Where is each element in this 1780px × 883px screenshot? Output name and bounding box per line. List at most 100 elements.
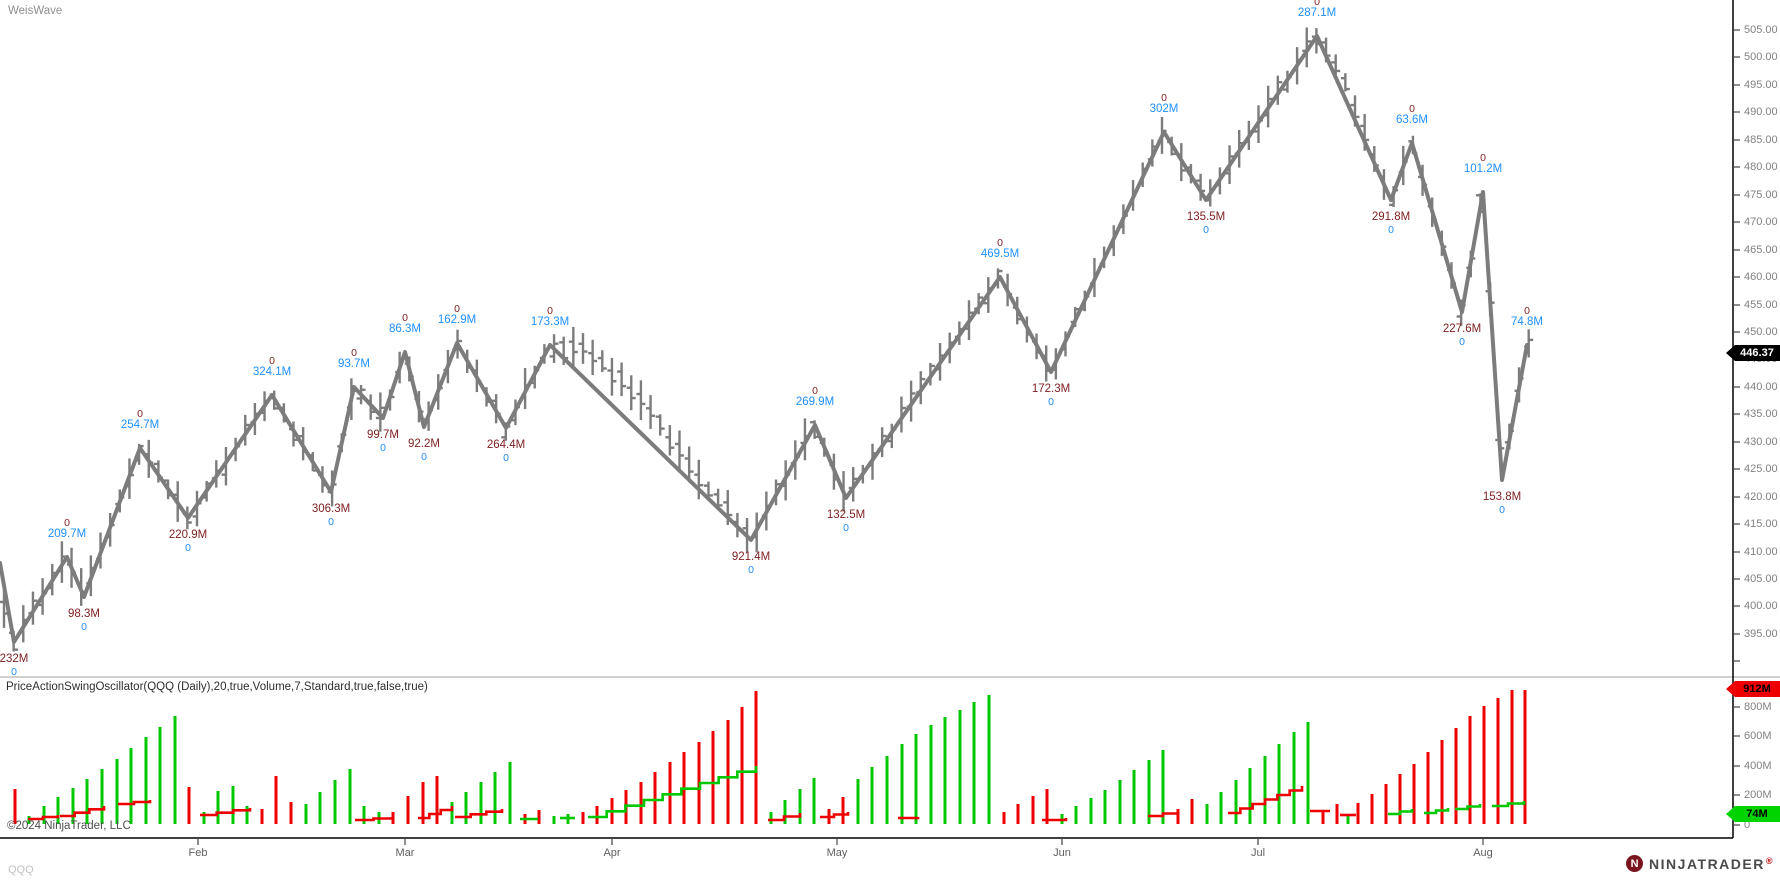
weiswave-zigzag-line [0,34,1529,644]
swing-low-counter: 0 [11,666,17,678]
swing-low-counter: 0 [1388,224,1394,236]
swing-low-volume-label: 227.6M [1442,323,1482,335]
swing-low-counter: 0 [748,564,754,576]
oscillator-step-lines [28,766,1526,822]
month-label-jun: Jun [1053,847,1071,859]
oscillator-axis-label: 800M [1744,700,1772,713]
price-axis-label: 415.00 [1744,517,1778,530]
swing-high-counter: 0 [64,517,70,529]
price-axis-label: 400.00 [1744,599,1778,612]
price-axis-label: 440.00 [1744,380,1778,393]
ninjatrader-logo-icon: N [1626,855,1644,872]
swing-high-volume-label: 469.5M [980,248,1020,260]
swing-high-volume-label: 162.9M [437,314,477,326]
swing-high-volume-label: 93.7M [338,358,370,370]
swing-high-volume-label: 324.1M [252,366,292,378]
swing-high-counter: 0 [1409,103,1415,115]
swing-low-counter: 0 [1499,504,1505,516]
oscillator-axis-label: 600M [1744,729,1772,742]
swing-low-counter: 0 [1459,336,1465,348]
swing-low-counter: 0 [328,516,334,528]
price-axis-label: 425.00 [1744,462,1778,475]
price-axis-label: 460.00 [1744,270,1778,283]
month-label-apr: Apr [603,847,621,859]
swing-high-counter: 0 [1161,92,1167,104]
ninjatrader-logo: N NINJATRADER® [1626,855,1774,872]
swing-high-volume-label: 101.2M [1463,163,1503,175]
price-axis-label: 395.00 [1744,627,1778,640]
swing-high-counter: 0 [547,305,553,317]
swing-high-volume-label: 287.1M [1297,7,1337,19]
weiswave-indicator-label: WeisWave [8,5,63,17]
registered-mark: ® [1765,855,1774,866]
swing-low-counter: 0 [1203,224,1209,236]
oscillator-axis-label: 200M [1744,788,1772,801]
price-axis-label: 480.00 [1744,160,1778,173]
swing-low-volume-label: 232M [0,653,29,665]
swing-low-volume-label: 153.8M [1482,491,1522,503]
month-label-jul: Jul [1250,847,1266,859]
swing-high-counter: 0 [402,312,408,324]
swing-high-volume-label: 254.7M [120,419,160,431]
swing-low-volume-label: 132.5M [826,509,866,521]
price-axis-label: 495.00 [1744,78,1778,91]
swing-low-counter: 0 [185,542,191,554]
swing-high-volume-label: 173.3M [530,316,570,328]
swing-low-volume-label: 291.8M [1371,211,1411,223]
swing-low-volume-label: 264.4M [486,439,526,451]
swing-high-counter: 0 [454,303,460,315]
swing-low-volume-label: 135.5M [1186,211,1226,223]
swing-low-volume-label: 98.3M [68,608,100,620]
swing-low-counter: 0 [503,452,509,464]
price-axis-label: 470.00 [1744,215,1778,228]
swing-low-counter: 0 [380,442,386,454]
swing-low-volume-label: 99.7M [367,429,399,441]
price-axis-label: 450.00 [1744,325,1778,338]
price-axis-label: 405.00 [1744,572,1778,585]
price-axis-label: 420.00 [1744,490,1778,503]
swing-high-volume-label: 63.6M [1396,114,1428,126]
price-axis-label: 410.00 [1744,545,1778,558]
oscillator-bars [13,690,1527,824]
swing-low-volume-label: 220.9M [168,529,208,541]
oscillator-axis-label: 400M [1744,759,1772,772]
swing-high-counter: 0 [1314,0,1320,8]
swing-high-volume-label: 209.7M [47,528,87,540]
oscillator-marker-74m: 74M [1726,806,1780,822]
month-label-feb: Feb [188,847,208,859]
swing-high-counter: 0 [1480,152,1486,164]
oscillator-indicator-label: PriceActionSwingOscillator(QQQ (Daily),2… [6,681,428,693]
swing-low-counter: 0 [421,451,427,463]
oscillator-axis-label: 0 [1744,818,1751,831]
copyright-label: ©2024 NinjaTrader, LLC [7,820,131,832]
price-axis-label: 500.00 [1744,50,1778,63]
price-axis-label: 475.00 [1744,188,1778,201]
instrument-watermark: QQQ [8,864,34,876]
month-label-may: May [826,847,848,859]
swing-low-volume-label: 306.3M [311,503,351,515]
price-axis-label: 430.00 [1744,435,1778,448]
swing-high-counter: 0 [1524,305,1530,317]
swing-high-counter: 0 [997,237,1003,249]
price-axis-label: 505.00 [1744,23,1778,36]
swing-high-counter: 0 [269,355,275,367]
swing-high-counter: 0 [351,347,357,359]
oscillator-marker-912m: 912M [1726,681,1780,697]
swing-low-counter: 0 [843,522,849,534]
swing-high-counter: 0 [137,408,143,420]
swing-low-counter: 0 [81,621,87,633]
month-label-aug: Aug [1473,847,1493,859]
swing-high-volume-label: 74.8M [1511,316,1543,328]
price-axis-label: 490.00 [1744,105,1778,118]
swing-high-volume-label: 86.3M [389,323,421,335]
swing-low-volume-label: 92.2M [408,438,440,450]
swing-high-volume-label: 302M [1149,103,1179,115]
swing-high-counter: 0 [812,385,818,397]
swing-low-counter: 0 [1048,396,1054,408]
month-label-mar: Mar [395,847,415,859]
swing-low-volume-label: 172.3M [1031,383,1071,395]
last-price-marker: 446.37 [1726,345,1780,361]
price-axis-label: 455.00 [1744,298,1778,311]
